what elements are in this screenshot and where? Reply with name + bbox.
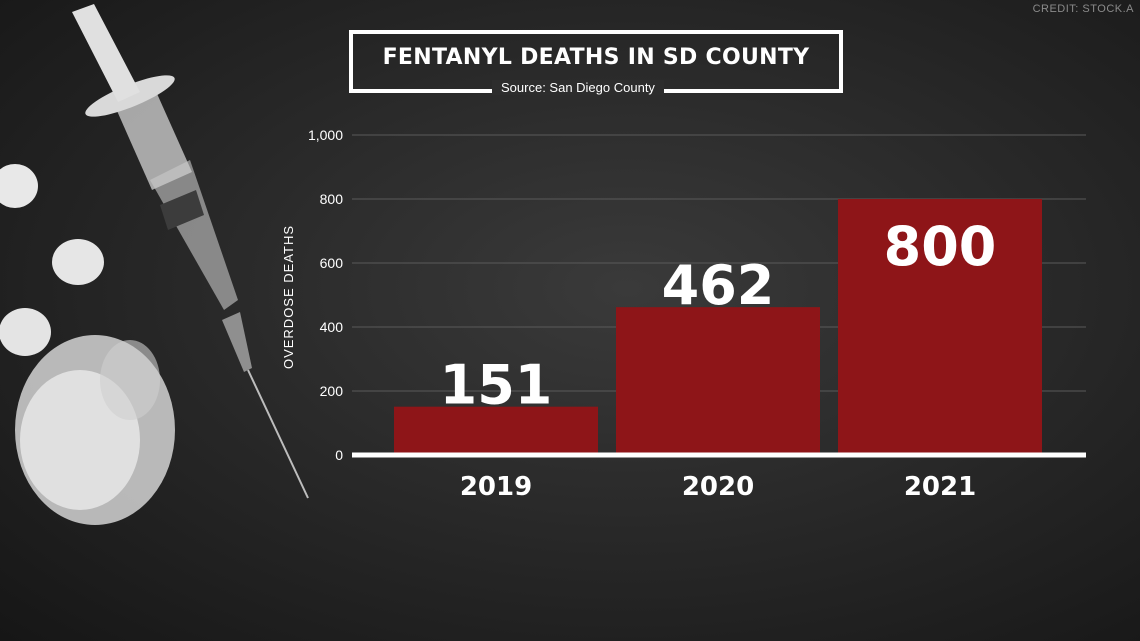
y-tick-label: 800 <box>320 191 344 207</box>
y-tick-label: 1,000 <box>308 127 343 143</box>
pills-illustration <box>0 164 104 356</box>
image-credit: CREDIT: STOCK.A <box>1032 3 1134 15</box>
y-tick-label: 200 <box>320 383 344 399</box>
y-tick-label: 400 <box>320 319 344 335</box>
bar-2021 <box>838 199 1042 453</box>
bar-data-label: 151 <box>440 354 553 417</box>
y-axis-label: OVERDOSE DEATHS <box>281 225 296 369</box>
bar-data-label: 800 <box>884 215 997 278</box>
bar-2019 <box>394 406 598 453</box>
y-tick-label: 600 <box>320 255 344 271</box>
x-tick-label: 2021 <box>904 472 976 502</box>
chart-title: FENTANYL DEATHS IN SD COUNTY <box>382 45 810 70</box>
bar-data-label: 462 <box>662 254 775 317</box>
syringe-illustration <box>72 4 309 499</box>
x-tick-label: 2019 <box>460 472 532 502</box>
powder-illustration <box>15 335 175 525</box>
x-tick-label: 2020 <box>682 472 754 502</box>
y-tick-label: 0 <box>335 447 343 463</box>
bar-2020 <box>616 307 820 453</box>
chart-subtitle: Source: San Diego County <box>492 80 664 95</box>
